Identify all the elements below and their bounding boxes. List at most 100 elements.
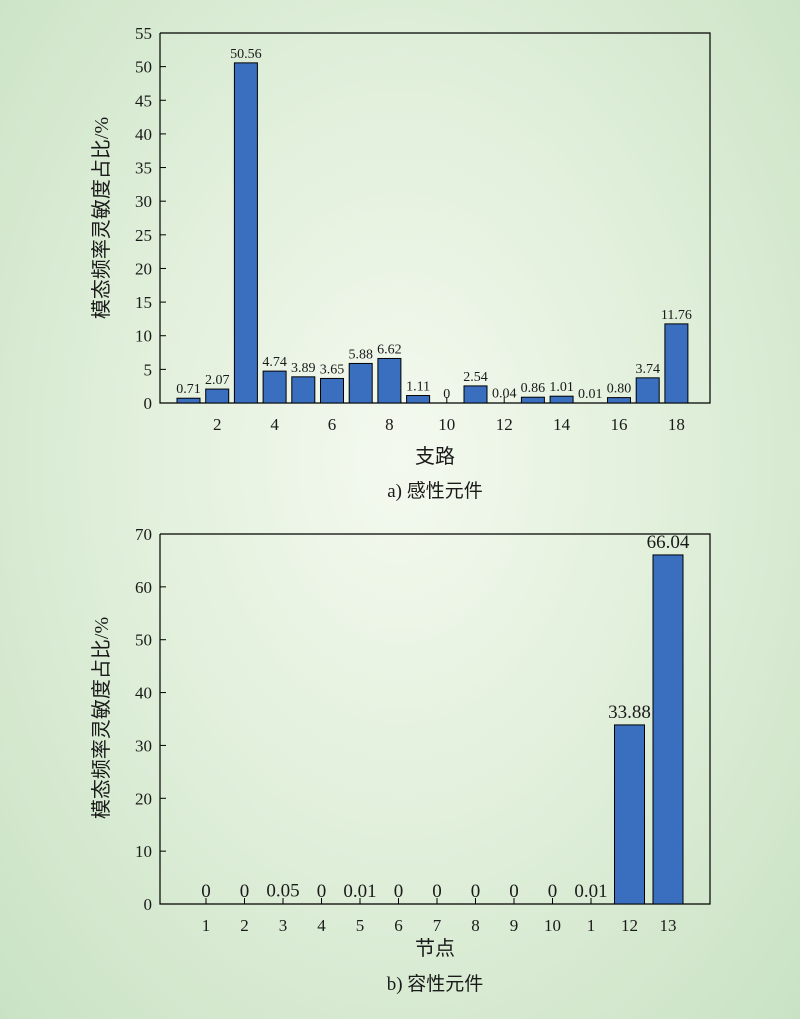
y-tick-label: 35 xyxy=(135,159,152,178)
data-label: 2.07 xyxy=(205,373,230,388)
x-tick-label: 1 xyxy=(587,916,596,935)
x-tick-label: 14 xyxy=(553,415,571,434)
bar xyxy=(176,397,201,404)
x-tick-label: 7 xyxy=(433,916,442,935)
x-tick-label: 16 xyxy=(611,415,628,434)
data-label: 6.62 xyxy=(377,342,402,357)
x-tick-label: 8 xyxy=(385,415,394,434)
data-label: 2.54 xyxy=(463,370,488,385)
chart-capacitive-value-labels: 0 0 0.05 0 0.01 0 0 0 0 0 0.01 33.88 66.04 xyxy=(201,532,690,902)
data-label: 0.80 xyxy=(607,382,632,397)
y-tick-label: 20 xyxy=(135,259,152,278)
chart-capacitive-bars xyxy=(614,554,684,905)
y-tick-label: 40 xyxy=(135,125,152,144)
chart-inductive-value-labels: 0.71 2.07 50.56 4.74 3.89 3.655.88 6.62 1.11 0 2.… xyxy=(176,47,692,402)
bar xyxy=(635,377,660,404)
data-label: 0.01 xyxy=(578,387,603,402)
y-tick-label: 45 xyxy=(135,91,152,110)
x-tick-label: 12 xyxy=(621,916,638,935)
bar xyxy=(262,370,287,404)
x-tick-label: 6 xyxy=(394,916,403,935)
x-tick-label: 10 xyxy=(438,415,455,434)
y-tick-label: 20 xyxy=(135,789,152,808)
data-label: 4.74 xyxy=(262,355,287,370)
data-label: 3.89 xyxy=(291,361,316,376)
x-tick-label: 2 xyxy=(240,916,249,935)
data-label: 0.01 xyxy=(343,881,376,902)
data-label: 0 xyxy=(509,881,519,902)
chart-inductive-bars xyxy=(176,62,689,404)
plot-frame xyxy=(159,32,711,404)
data-label: 0 xyxy=(471,881,481,902)
chart-inductive-axes: 0 5 10 15 20 25 30 35 40 45 50 55 2 4 6 8 10 12 14 16 18 xyxy=(135,24,711,434)
data-label: 0 xyxy=(201,881,211,902)
y-tick-label: 55 xyxy=(135,24,152,43)
y-tick-label: 10 xyxy=(135,842,152,861)
x-tick-label: 10 xyxy=(544,916,561,935)
data-label: 0 xyxy=(443,387,450,402)
data-label: 3.74 xyxy=(635,362,660,377)
bar xyxy=(205,388,230,404)
data-label: 3.65 xyxy=(320,362,345,377)
y-tick-label: 25 xyxy=(135,226,152,245)
bar xyxy=(377,357,402,404)
y-tick-label: 40 xyxy=(135,684,152,703)
chart-capacitive-x-axis-label: 节点 xyxy=(415,937,455,960)
data-label: 0.71 xyxy=(176,382,201,397)
data-label: 0 xyxy=(317,881,327,902)
bar xyxy=(607,397,631,404)
y-tick-label: 70 xyxy=(135,525,152,544)
x-tick-label: 5 xyxy=(356,916,365,935)
x-tick-label: 8 xyxy=(471,916,480,935)
x-tick-label: 4 xyxy=(270,415,279,434)
y-tick-label: 15 xyxy=(135,293,152,312)
y-tick-label: 5 xyxy=(144,360,153,379)
bar xyxy=(463,385,488,404)
x-tick-label: 6 xyxy=(328,415,337,434)
bar xyxy=(233,62,258,404)
data-label: 0 xyxy=(394,881,404,902)
y-tick-label: 10 xyxy=(135,327,152,346)
data-label: 11.76 xyxy=(661,308,692,323)
chart-inductive-caption: a) 感性元件 xyxy=(387,480,483,502)
plot-frame xyxy=(159,533,711,905)
data-label: 5.88 xyxy=(348,347,373,362)
x-tick-label: 4 xyxy=(317,916,326,935)
x-tick-label: 3 xyxy=(279,916,288,935)
bar xyxy=(348,362,373,404)
chart-inductive-x-axis-label: 支路 xyxy=(415,445,455,468)
data-label: 0.04 xyxy=(492,387,517,402)
chart-capacitive-caption: b) 容性元件 xyxy=(387,973,484,995)
bar xyxy=(652,554,684,905)
x-tick-label: 9 xyxy=(510,916,519,935)
bar xyxy=(291,376,316,404)
chart-inductive-y-axis-label: 模态频率灵敏度占比/% xyxy=(90,117,113,319)
y-tick-label: 60 xyxy=(135,578,152,597)
x-tick-label: 12 xyxy=(496,415,513,434)
data-label: 0 xyxy=(432,881,442,902)
bar xyxy=(406,395,431,404)
y-tick-label: 50 xyxy=(135,631,152,650)
y-tick-label: 30 xyxy=(135,736,152,755)
bar xyxy=(549,395,574,404)
y-tick-label: 50 xyxy=(135,58,152,77)
x-tick-label: 13 xyxy=(660,916,677,935)
chart-inductive: 0 5 10 15 20 25 30 35 40 45 50 55 2 4 6 8 10 12 14 16 18 0.7… xyxy=(90,24,711,502)
data-label: 50.56 xyxy=(230,47,262,62)
x-tick-label: 18 xyxy=(668,415,685,434)
data-label: 1.01 xyxy=(549,380,574,395)
data-label: 0.05 xyxy=(266,881,299,902)
y-tick-label: 30 xyxy=(135,192,152,211)
data-label: 0.86 xyxy=(521,381,546,396)
bar xyxy=(520,396,545,404)
data-label: 0.01 xyxy=(574,881,607,902)
chart-capacitive-y-axis-label: 模态频率灵敏度占比/% xyxy=(90,617,113,819)
data-label: 0 xyxy=(548,881,558,902)
data-label: 33.88 xyxy=(608,702,651,723)
bar xyxy=(664,323,689,404)
data-label: 66.04 xyxy=(647,532,690,553)
x-tick-label: 1 xyxy=(202,916,211,935)
